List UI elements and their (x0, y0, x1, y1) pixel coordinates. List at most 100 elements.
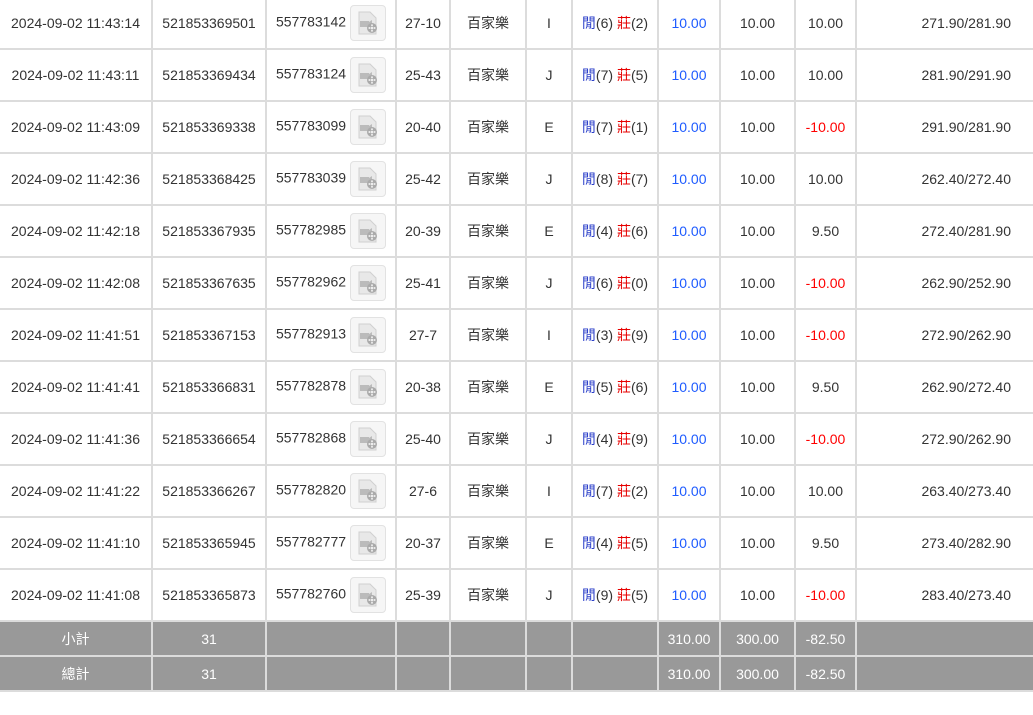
game-type: 百家樂 (449, 464, 527, 518)
banker-score: (9) (630, 327, 649, 343)
bet-amount: 10.00 (657, 516, 721, 570)
table-number: 20-38 (395, 360, 451, 414)
bet-id: 521853369501 (151, 0, 267, 50)
table-number: 20-40 (395, 100, 451, 154)
game-type: 百家樂 (449, 152, 527, 206)
balance: 273.40/282.90 (855, 516, 1033, 570)
player-score: (7) (595, 67, 614, 83)
game-result: 閒(7) 莊(5) (571, 48, 659, 102)
player-score: (5) (595, 379, 614, 395)
win-loss: 10.00 (794, 0, 857, 50)
bet-time: 2024-09-02 11:41:51 (0, 308, 153, 362)
banker-score: (1) (630, 119, 649, 135)
round-id: 557783124 (265, 48, 397, 102)
bet-time: 2024-09-02 11:41:10 (0, 516, 153, 570)
balance: 272.90/262.90 (855, 308, 1033, 362)
balance: 283.40/273.40 (855, 568, 1033, 622)
bet-id: 521853368425 (151, 152, 267, 206)
video-file-icon[interactable] (350, 5, 387, 41)
video-file-icon[interactable] (350, 317, 387, 353)
banker-label: 莊 (616, 327, 631, 343)
table-row: 2024-09-02 11:41:36 521853366654 5577828… (0, 412, 1033, 466)
summary-valid-amount: 300.00 (719, 655, 796, 692)
game-type: 百家樂 (449, 256, 527, 310)
bet-amount: 10.00 (657, 568, 721, 622)
win-loss: 9.50 (794, 204, 857, 258)
game-result: 閒(4) 莊(6) (571, 204, 659, 258)
round-id-text: 557782878 (275, 377, 347, 394)
game-result: 閒(9) 莊(5) (571, 568, 659, 622)
table-row: 2024-09-02 11:41:10 521853365945 5577827… (0, 516, 1033, 570)
bet-amount: 10.00 (657, 360, 721, 414)
win-loss: -10.00 (794, 412, 857, 466)
table-row: 2024-09-02 11:41:41 521853366831 5577828… (0, 360, 1033, 414)
balance: 272.40/281.90 (855, 204, 1033, 258)
win-loss: -10.00 (794, 100, 857, 154)
balance: 262.40/272.40 (855, 152, 1033, 206)
win-loss: 10.00 (794, 464, 857, 518)
table-number: 27-7 (395, 308, 451, 362)
bet-type: J (525, 256, 573, 310)
balance: 271.90/281.90 (855, 0, 1033, 50)
game-type: 百家樂 (449, 48, 527, 102)
bet-time: 2024-09-02 11:41:08 (0, 568, 153, 622)
summary-count: 31 (151, 655, 267, 692)
bet-time: 2024-09-02 11:41:36 (0, 412, 153, 466)
game-result: 閒(8) 莊(7) (571, 152, 659, 206)
bet-id: 521853369434 (151, 48, 267, 102)
video-file-icon[interactable] (350, 577, 387, 613)
video-file-icon[interactable] (350, 265, 387, 301)
bet-amount: 10.00 (657, 204, 721, 258)
round-id-text: 557782913 (275, 325, 347, 342)
summary-label: 小計 (0, 620, 153, 657)
bet-type: J (525, 568, 573, 622)
player-score: (9) (595, 587, 614, 603)
video-file-icon[interactable] (350, 161, 387, 197)
balance: 272.90/262.90 (855, 412, 1033, 466)
summary-win-loss: -82.50 (794, 655, 857, 692)
game-result: 閒(4) 莊(5) (571, 516, 659, 570)
round-id-text: 557783099 (275, 117, 347, 134)
bet-amount: 10.00 (657, 0, 721, 50)
bet-id: 521853367935 (151, 204, 267, 258)
win-loss: -10.00 (794, 256, 857, 310)
game-type: 百家樂 (449, 568, 527, 622)
player-label: 閒 (581, 119, 596, 135)
player-score: (4) (595, 223, 614, 239)
video-file-icon[interactable] (350, 525, 387, 561)
summary-count: 31 (151, 620, 267, 657)
video-file-icon[interactable] (350, 421, 387, 457)
bet-time: 2024-09-02 11:43:09 (0, 100, 153, 154)
summary-bet-amount: 310.00 (657, 655, 721, 692)
player-label: 閒 (581, 171, 596, 187)
table-row: 2024-09-02 11:42:08 521853367635 5577829… (0, 256, 1033, 310)
round-id-text: 557782777 (275, 533, 347, 550)
balance: 262.90/252.90 (855, 256, 1033, 310)
round-id: 557782985 (265, 204, 397, 258)
table-number: 25-39 (395, 568, 451, 622)
video-file-icon[interactable] (350, 213, 387, 249)
player-label: 閒 (581, 379, 596, 395)
table-number: 27-6 (395, 464, 451, 518)
video-file-icon[interactable] (350, 109, 387, 145)
game-type: 百家樂 (449, 308, 527, 362)
valid-amount: 10.00 (719, 412, 796, 466)
banker-label: 莊 (616, 223, 631, 239)
table-number: 25-43 (395, 48, 451, 102)
video-file-icon[interactable] (350, 369, 387, 405)
balance: 262.90/272.40 (855, 360, 1033, 414)
player-label: 閒 (581, 223, 596, 239)
round-id: 557782878 (265, 360, 397, 414)
round-id: 557782820 (265, 464, 397, 518)
banker-label: 莊 (616, 15, 631, 31)
balance: 263.40/273.40 (855, 464, 1033, 518)
round-id-text: 557782985 (275, 221, 347, 238)
valid-amount: 10.00 (719, 256, 796, 310)
video-file-icon[interactable] (350, 57, 387, 93)
banker-label: 莊 (616, 119, 631, 135)
video-file-icon[interactable] (350, 473, 387, 509)
bet-time: 2024-09-02 11:41:22 (0, 464, 153, 518)
bet-records-table: 2024-09-02 11:43:14 521853369501 5577831… (0, 0, 1033, 692)
player-label: 閒 (581, 483, 596, 499)
summary-row: 小計 31 310.00 300.00 -82.50 (0, 620, 1033, 657)
